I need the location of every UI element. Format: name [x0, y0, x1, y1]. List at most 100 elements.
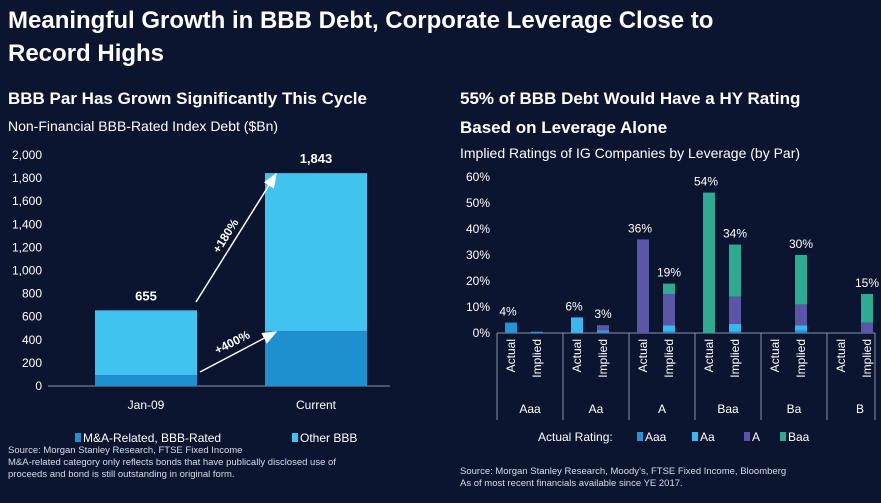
bar-total-label: 655 — [135, 288, 157, 303]
y-tick-label: 1,200 — [12, 240, 42, 254]
group-label: A — [658, 402, 666, 416]
bar-label: Implied — [662, 339, 676, 378]
left-chart-legend: M&A-Related, BBB-Rated Other BBB — [75, 431, 357, 445]
growth-arrows: +180% +400% — [195, 172, 278, 373]
bar-segment-other-bbb — [265, 173, 367, 332]
bar-total-label: 54% — [694, 175, 718, 189]
y-tick-label: 1,800 — [12, 171, 42, 185]
left-bar-chart: 0 200 400 600 800 1,000 1,200 1,400 1,600 1,800 2,… — [12, 148, 390, 412]
y-tick-label: 10% — [466, 300, 490, 314]
bar-label: Actual — [504, 339, 518, 372]
bar-label: Actual — [636, 339, 650, 372]
x-tick-label: Jan-09 — [128, 398, 165, 412]
growth-arrow-bottom-label: +400% — [212, 327, 252, 357]
bar-segment-baa — [861, 294, 873, 323]
left-source-line-1: Source: Morgan Stanley Research, FTSE Fi… — [8, 445, 243, 456]
bar-label: Implied — [596, 339, 610, 378]
y-tick-label: 400 — [22, 333, 42, 347]
growth-arrow-bottom — [199, 331, 278, 373]
y-tick-label: 60% — [466, 170, 490, 184]
bar-segment-a — [637, 239, 649, 333]
bar-total-label: 3% — [594, 307, 612, 321]
bar-segment-a — [663, 294, 675, 326]
bar-segment-a — [729, 296, 741, 324]
y-tick-label: 50% — [466, 196, 490, 210]
bar-label: Actual — [768, 339, 782, 372]
right-source-line-2: As of most recent financials available s… — [460, 478, 683, 489]
bar-label: Actual — [702, 339, 716, 372]
y-tick-label: 200 — [22, 356, 42, 370]
y-tick-label: 0 — [35, 379, 42, 393]
y-tick-label: 1,600 — [12, 194, 42, 208]
y-tick-label: 1,400 — [12, 217, 42, 231]
growth-arrow-top — [195, 172, 277, 303]
left-source-line-3: proceeds and bond is still outstanding i… — [8, 469, 235, 480]
y-tick-label: 600 — [22, 310, 42, 324]
legend-swatch — [780, 432, 786, 441]
legend-title: Actual Rating: — [538, 430, 613, 444]
group-label: Baa — [717, 402, 739, 416]
bar-label: Actual — [834, 339, 848, 372]
bar-segment-aa — [571, 317, 583, 333]
x-tick-label: Current — [296, 398, 337, 412]
bar-segment-ma-related — [95, 375, 197, 386]
bar-segment-ma-related — [265, 331, 367, 386]
right-chart-legend: Actual Rating: Aaa Aa A Baa — [538, 430, 810, 444]
legend-swatch — [637, 432, 643, 441]
bar-segment-baa — [729, 244, 741, 297]
left-source-note: Source: Morgan Stanley Research, FTSE Fi… — [8, 445, 336, 481]
bar-segment-baa — [795, 255, 807, 305]
bar-segment-a — [861, 322, 873, 333]
group-label: Aa — [589, 402, 604, 416]
bar-total-label: 30% — [789, 237, 813, 251]
right-source-note: Source: Morgan Stanley Research, Moody’s… — [460, 466, 786, 490]
page-title-line-1: Meaningful Growth in BBB Debt, Corporate… — [8, 7, 714, 34]
y-tick-label: 1,000 — [12, 264, 42, 278]
bar-total-label: 15% — [855, 276, 879, 290]
y-tick-label: 20% — [466, 274, 490, 288]
legend-swatch — [292, 433, 298, 442]
y-tick-label: 30% — [466, 248, 490, 262]
legend-swatch — [692, 432, 698, 441]
bar-total-label: 6% — [565, 299, 583, 313]
left-chart-heading: BBB Par Has Grown Significantly This Cyc… — [8, 89, 367, 108]
bar-total-label: 4% — [499, 305, 517, 319]
legend-label: A — [752, 430, 760, 444]
right-chart-heading-line-1: 55% of BBB Debt Would Have a HY Rating — [460, 89, 801, 108]
legend-label: M&A-Related, BBB-Rated — [83, 431, 221, 445]
bar-total-label: 34% — [723, 227, 747, 241]
legend-swatch — [744, 432, 750, 441]
page-title: Meaningful Growth in BBB Debt, Corporate… — [8, 4, 868, 70]
y-tick-label: 800 — [22, 287, 42, 301]
bar-segment-aa — [597, 330, 609, 332]
legend-swatch — [75, 433, 81, 442]
bar-segment-aaa — [597, 331, 609, 333]
left-chart-subtitle: Non-Financial BBB-Rated Index Debt ($Bn) — [8, 118, 279, 134]
left-source-line-2: M&A-related category only reflects bonds… — [8, 457, 336, 468]
bar-segment-aa — [795, 325, 807, 331]
group-label: Aaa — [519, 402, 541, 416]
bar-segment-a — [795, 304, 807, 326]
bar-segment-aa — [729, 323, 741, 332]
legend-label: Aa — [700, 430, 715, 444]
bar-total-label: 36% — [628, 221, 652, 235]
bar-label: Implied — [794, 339, 808, 378]
bar-segment-aaa — [531, 331, 543, 333]
bar-segment-aaa — [663, 331, 675, 333]
bar-segment-baa — [663, 283, 675, 294]
bar-segment-other-bbb — [95, 310, 197, 376]
legend-label: Other BBB — [300, 431, 357, 445]
right-chart-heading-line-2: Based on Leverage Alone — [460, 118, 668, 137]
page-title-line-2: Record Highs — [8, 40, 165, 67]
bar-total-label: 1,843 — [300, 151, 333, 166]
bar-segment-aaa — [795, 330, 807, 333]
legend-label: Aaa — [645, 430, 667, 444]
bar-segment-aaa — [729, 331, 741, 333]
bar-label: Implied — [530, 339, 544, 378]
bar-segment-aa — [663, 325, 675, 332]
y-tick-label: 40% — [466, 222, 490, 236]
bar-segment-baa — [703, 192, 715, 333]
bar-total-label: 19% — [657, 266, 681, 280]
group-label: Ba — [787, 402, 802, 416]
